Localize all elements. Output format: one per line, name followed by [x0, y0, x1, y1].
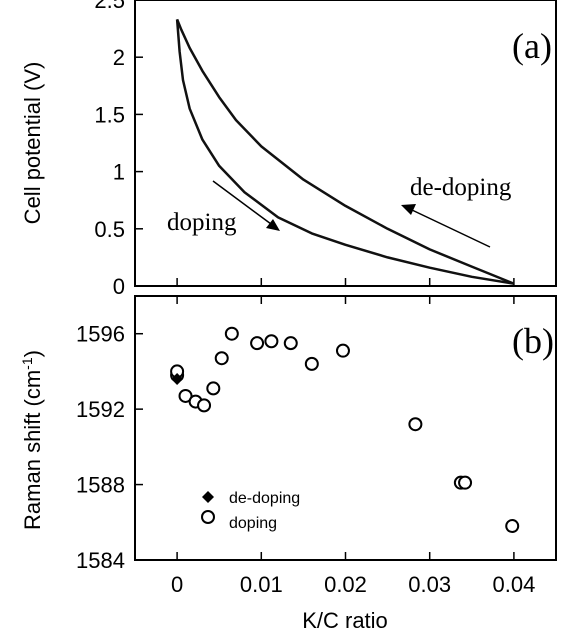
panel-b: 1584 1588 1592 1596 0 0.01 0.02 0.03 0.04 (b) R…: [19, 295, 557, 633]
panel-b-points: [170, 326, 520, 534]
data-point-doping: [283, 336, 298, 351]
data-point-doping: [214, 351, 229, 366]
panel-b-y-axis-label-sup: -1: [19, 357, 35, 370]
panel-b-x-tick-label: 0.04: [492, 572, 535, 597]
panel-b-y-ticks: 1584 1588 1592 1596: [76, 322, 143, 573]
data-point-doping: [408, 417, 423, 432]
panel-b-y-tick-label: 1588: [76, 473, 125, 498]
panel-b-y-tick-label: 1596: [76, 322, 125, 347]
panel-b-x-tick-label: 0: [171, 572, 183, 597]
data-point-doping: [335, 343, 350, 358]
legend-de-doping-marker: [202, 491, 214, 503]
data-point-doping: [206, 381, 221, 396]
data-point-doping: [224, 326, 239, 341]
doping-annotation: doping: [167, 209, 237, 236]
panel-a: 0 0.5 1 1.5 2 2.5 (a) Cell potential (V) dopi…: [20, 0, 557, 299]
data-point-doping: [264, 334, 279, 349]
legend-doping-label: doping: [229, 515, 277, 532]
doping-arrow-head: [266, 219, 280, 231]
panel-a-series: [175, 18, 515, 285]
series-line-de-doping: [175, 18, 515, 285]
panel-a-y-axis-label: Cell potential (V): [20, 62, 45, 225]
legend: de-doping doping: [201, 490, 300, 532]
data-point-doping: [197, 398, 212, 413]
data-point-doping: [458, 475, 473, 490]
de-doping-arrow-head: [401, 204, 416, 215]
panel-a-y-tick-label: 0.5: [94, 217, 125, 242]
panel-a-y-tick-label: 1: [113, 160, 125, 185]
panel-b-x-axis-label: K/C ratio: [302, 608, 388, 633]
panel-b-x-tick-label: 0.01: [240, 572, 283, 597]
doping-arrow-line: [212, 180, 272, 225]
panel-b-x-tick-label: 0.02: [324, 572, 367, 597]
panel-a-y-tick-label: 0: [113, 274, 125, 299]
legend-de-doping-label: de-doping: [229, 490, 300, 507]
panel-a-label: (a): [512, 26, 552, 66]
data-point-doping: [304, 356, 319, 371]
series-line-doping: [175, 19, 515, 285]
panel-a-y-tick-label: 2: [113, 45, 125, 70]
panel-b-y-axis-label-end: ): [20, 350, 45, 357]
panel-b-x-ticks: 0 0.01 0.02 0.03 0.04: [171, 296, 535, 597]
de-doping-annotation: de-doping: [410, 174, 512, 201]
de-doping-arrow-line: [411, 209, 491, 248]
panel-a-y-tick-label: 2.5: [94, 0, 125, 13]
panel-b-label: (b): [512, 321, 554, 361]
panel-a-y-tick-label: 1.5: [94, 102, 125, 127]
panel-b-x-tick-label: 0.03: [408, 572, 451, 597]
panel-b-y-tick-label: 1584: [76, 548, 125, 573]
panel-b-y-axis-label: Raman shift (cm-1): [19, 350, 45, 530]
panel-b-y-axis-label-main: Raman shift (cm: [20, 370, 45, 530]
data-point-de-doping: [171, 372, 184, 385]
panel-a-y-ticks: 0 0.5 1 1.5 2 2.5: [94, 0, 515, 299]
data-point-doping: [250, 336, 265, 351]
panel-b-y-tick-label: 1592: [76, 397, 125, 422]
panel-b-frame: [134, 295, 557, 561]
data-point-doping: [505, 519, 520, 534]
legend-doping-marker: [201, 510, 215, 524]
panel-a-frame: [134, 0, 557, 287]
